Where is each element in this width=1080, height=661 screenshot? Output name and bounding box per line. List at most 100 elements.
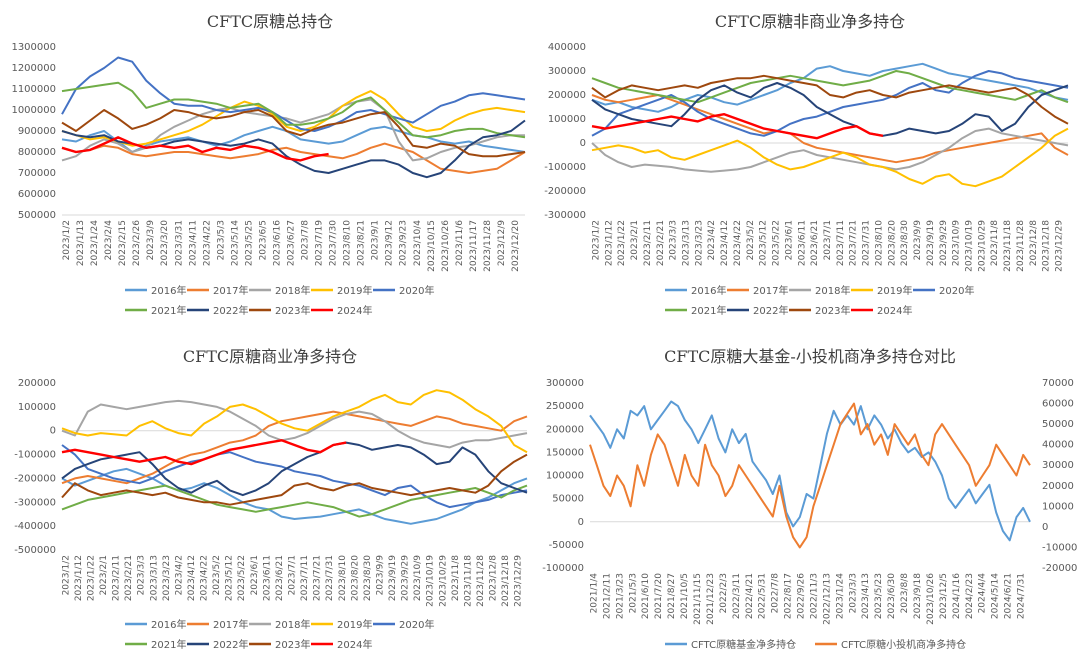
series-line — [589, 402, 1031, 549]
x-tick-label: 2023/7/21 — [849, 220, 859, 266]
legend-label: CFTC原糖基金净多持仓 — [691, 638, 796, 651]
y-tick-label: 400000 — [548, 42, 586, 53]
x-tick-label: 2023/11/17 — [469, 220, 479, 272]
x-tick-label: 2024/6/21 — [1004, 573, 1014, 619]
series-line — [591, 70, 1069, 137]
y2-tick-label: 10000 — [1042, 501, 1074, 512]
x-tick-label: 2022/12/13 — [822, 573, 832, 625]
x-tick-label: 2023/8/10 — [874, 220, 884, 266]
x-tick-label: 2023/8/21 — [357, 220, 367, 266]
series-line — [61, 453, 528, 506]
x-tick-label: 2023/2/21 — [124, 555, 134, 601]
x-tick-label: 2023/2/1 — [99, 555, 109, 595]
x-tick-label: 2023/6/21 — [810, 220, 820, 266]
x-tick-label: 2023/4/11 — [188, 220, 198, 266]
x-tick-label: 2023/5/14 — [230, 220, 240, 266]
legend-label: 2020年 — [399, 284, 434, 297]
x-tick-label: 2023/8/10 — [343, 220, 353, 266]
series-line — [61, 389, 528, 454]
y-tick-label: 300000 — [548, 66, 586, 77]
y-tick-label: -50000 — [549, 540, 584, 551]
x-tick-label: 2023/12/18 — [501, 555, 511, 607]
series-line — [61, 90, 526, 147]
series-line — [61, 142, 526, 174]
series-line — [591, 127, 1069, 188]
legend-label: 2017年 — [213, 284, 248, 297]
y-tick-label: -200000 — [14, 473, 56, 484]
fund-vs-small-spec-chart: CFTC原糖大基金-小投机商净多持仓对比 -100000 -50000 0 50000… — [540, 335, 1080, 661]
x-tick-label: 2023/11/8 — [451, 555, 461, 601]
y-tick-label: 200000 — [548, 90, 586, 101]
x-tick-label: 2024/7/31 — [1017, 573, 1027, 619]
x-tick-label: 2021/1/4 — [589, 573, 599, 614]
series-line — [61, 484, 528, 518]
x-tick-label: 2023/10/9 — [413, 555, 423, 601]
legend-label: 2021年 — [691, 304, 726, 317]
series-line — [591, 82, 1069, 137]
x-tick-label: 2021/7/20 — [654, 573, 664, 619]
x-tick-label: 2023/1/22 — [617, 220, 627, 266]
x-tick-label: 2022/2/3 — [719, 573, 729, 613]
x-tick-label: 2023/3/31 — [174, 220, 184, 266]
legend-label: 2021年 — [151, 638, 186, 651]
x-tick-label: 2023/5/22 — [237, 555, 247, 601]
x-tick-label: 2023/6/1 — [250, 555, 260, 595]
total-position-chart: CFTC原糖总持仓 500000 600000 700000 800000 900000… — [0, 0, 540, 330]
y2-tick-label: -20000 — [1042, 563, 1077, 574]
noncommercial-net-long-chart: CFTC原糖非商业净多持仓 -300000 -200000 -100000 0 1000… — [540, 0, 1080, 330]
x-tick-label: 2023/7/8 — [301, 220, 311, 261]
x-tick-label: 2022/8/17 — [784, 573, 794, 619]
y2-tick-label: 20000 — [1042, 481, 1074, 492]
chart-title: CFTC原糖非商业净多持仓 — [714, 12, 906, 31]
x-tick-label: 2023/8/20 — [350, 555, 360, 601]
x-tick-label: 2023/6/16 — [272, 220, 282, 266]
x-tick-label: 2023/6/1 — [784, 220, 794, 260]
x-tick-label: 2023/9/29 — [939, 220, 949, 266]
y-tick-label: 0 — [50, 426, 56, 437]
x-tick-label: 2023/12/29 — [1055, 220, 1065, 272]
y-tick-label: 500000 — [18, 210, 56, 221]
x-tick-label: 2023/10/26 — [441, 220, 451, 272]
chart-svg: -100000-50000050000100000150000200000250… — [542, 378, 1077, 651]
x-tick-label: 2023/10/26 — [926, 573, 936, 625]
legend-label: 2022年 — [753, 304, 788, 317]
y-tick-label: 50000 — [552, 494, 584, 505]
legend-label: 2024年 — [337, 638, 372, 651]
y-tick-label: 100000 — [546, 471, 584, 482]
x-tick-label: 2023/1/2 — [591, 220, 601, 260]
x-tick-label: 2023/11/28 — [1016, 220, 1026, 272]
x-tick-label: 2023/11/18 — [1003, 220, 1013, 272]
y2-tick-label: 60000 — [1042, 399, 1074, 410]
x-tick-label: 2024/1/16 — [952, 573, 962, 619]
x-tick-label: 2023/3/9 — [146, 220, 156, 261]
x-tick-label: 2023/9/12 — [385, 220, 395, 266]
x-tick-label: 2022/5/31 — [758, 573, 768, 619]
x-tick-label: 2023/8/10 — [338, 555, 348, 601]
legend-label: 2021年 — [151, 304, 186, 317]
x-tick-label: 2023/4/12 — [720, 220, 730, 266]
legend-label: 2023年 — [815, 304, 850, 317]
chart-title: CFTC原糖总持仓 — [206, 12, 334, 31]
x-tick-label: 2023/5/2 — [212, 555, 222, 595]
x-tick-label: 2023/1/2 — [61, 555, 71, 595]
series-line — [591, 70, 1069, 104]
x-tick-label: 2023/5/2 — [746, 220, 756, 260]
y-tick-label: 150000 — [546, 447, 584, 458]
legend-label: 2024年 — [877, 304, 912, 317]
x-tick-label: 2023/3/3 — [848, 573, 858, 613]
x-tick-label: 2023/7/31 — [862, 220, 872, 266]
series-line — [591, 94, 1069, 164]
series-line — [591, 74, 1069, 125]
legend-label: 2018年 — [275, 284, 310, 297]
y2-tick-label: 50000 — [1042, 419, 1074, 430]
y2-tick-label: 30000 — [1042, 460, 1074, 471]
x-tick-label: 2023/3/3 — [137, 555, 147, 595]
x-tick-label: 2023/2/1 — [630, 220, 640, 260]
x-tick-label: 2023/9/29 — [401, 555, 411, 601]
series-line — [591, 112, 884, 140]
x-tick-label: 2023/2/26 — [132, 220, 142, 266]
legend-label: 2019年 — [337, 284, 372, 297]
x-tick-label: 2023/11/18 — [463, 555, 473, 607]
y-tick-label: 600000 — [18, 189, 56, 200]
y-tick-label: -400000 — [14, 521, 56, 532]
